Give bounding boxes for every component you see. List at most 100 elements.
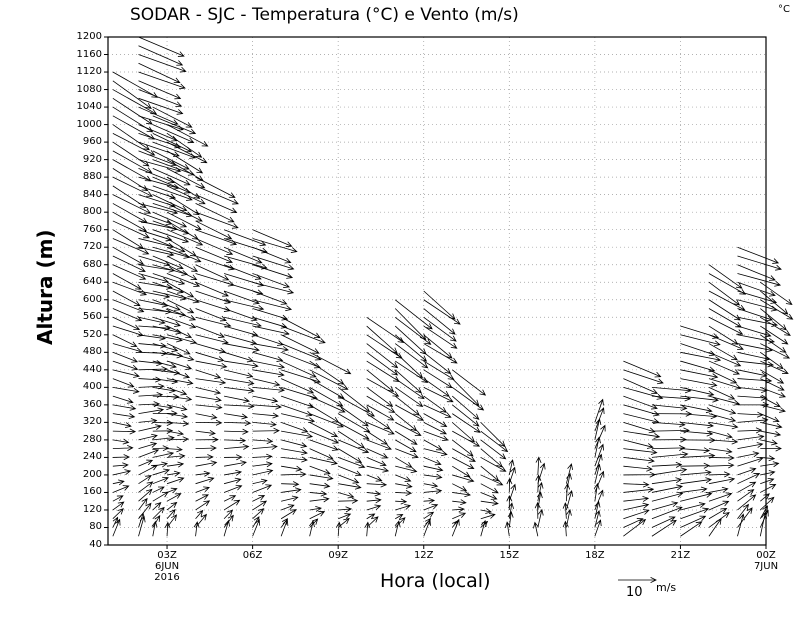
wind-vector xyxy=(651,404,688,411)
wind-vector xyxy=(708,281,741,306)
wind-vector xyxy=(166,395,193,402)
wind-vector xyxy=(252,438,274,444)
wind-vector xyxy=(152,360,177,369)
wind-vector xyxy=(536,491,543,511)
wind-vector xyxy=(224,343,260,353)
y-tick-label: 680 xyxy=(82,258,102,270)
wind-vector xyxy=(760,430,782,437)
wind-vector xyxy=(623,471,657,478)
wind-vector xyxy=(195,476,215,485)
wind-vector xyxy=(651,467,688,476)
wind-vector xyxy=(195,351,225,362)
wind-vector xyxy=(195,494,209,502)
wind-vector xyxy=(423,422,447,435)
y-tick-label: 1160 xyxy=(76,48,102,60)
wind-vector xyxy=(138,433,158,441)
wind-vector xyxy=(138,475,152,485)
wind-vector xyxy=(195,308,227,322)
wind-vector xyxy=(152,325,183,335)
wind-vector xyxy=(195,404,223,411)
wind-vector xyxy=(152,308,187,318)
wind-vector xyxy=(760,334,787,353)
wind-vector xyxy=(195,369,222,379)
wind-vector xyxy=(152,515,161,528)
wind-vector xyxy=(224,420,252,427)
wind-vector xyxy=(623,421,656,434)
wind-vector xyxy=(223,299,265,311)
wind-vector xyxy=(337,422,370,440)
wind-vector xyxy=(252,308,289,321)
wind-vector xyxy=(166,461,185,468)
wind-vector xyxy=(112,386,140,394)
wind-vector xyxy=(737,281,776,297)
wind-vector xyxy=(651,461,683,468)
wind-vector xyxy=(395,490,413,496)
wind-vector xyxy=(138,418,158,425)
wind-vector xyxy=(166,508,176,519)
wind-vector xyxy=(760,470,776,476)
wind-vector xyxy=(737,273,782,287)
wind-vector xyxy=(112,238,150,255)
wind-vector xyxy=(452,491,471,498)
wind-vector xyxy=(223,246,263,264)
wind-vector xyxy=(195,185,239,205)
wind-vector xyxy=(112,518,121,537)
wind-vector xyxy=(708,413,737,423)
wind-vector xyxy=(423,503,439,511)
wind-vector xyxy=(480,430,509,453)
wind-vector xyxy=(152,159,195,176)
wind-vector xyxy=(152,264,189,276)
wind-vector xyxy=(708,334,744,350)
wind-vector xyxy=(480,483,499,494)
wind-vector xyxy=(623,481,650,488)
wind-vector xyxy=(112,132,156,156)
wind-vector xyxy=(423,497,436,504)
wind-vector xyxy=(252,264,294,279)
wind-vector xyxy=(366,404,395,421)
wind-vector xyxy=(166,176,201,199)
wind-vector xyxy=(423,473,443,480)
wind-vector xyxy=(195,500,211,511)
wind-vector xyxy=(112,325,144,337)
wind-vector xyxy=(394,334,428,362)
wind-vector xyxy=(423,299,461,325)
y-tick-label: 1120 xyxy=(76,66,102,78)
wind-vector xyxy=(394,360,429,383)
wind-vector xyxy=(152,491,169,502)
wind-vector xyxy=(112,516,119,528)
wind-vector xyxy=(708,351,742,367)
wind-vector xyxy=(680,477,712,485)
wind-vector xyxy=(252,273,290,288)
wind-vector xyxy=(167,436,190,443)
wind-vector xyxy=(195,360,228,369)
wind-vector xyxy=(195,436,219,443)
wind-vector xyxy=(166,246,202,263)
wind-vector xyxy=(680,395,719,403)
wind-vector xyxy=(708,264,743,289)
wind-vector xyxy=(623,378,659,395)
wind-vector xyxy=(280,334,320,354)
wind-vector xyxy=(166,360,193,370)
wind-vector xyxy=(395,498,408,505)
y-tick-label: 280 xyxy=(82,433,102,445)
wind-vector xyxy=(138,246,175,257)
wind-vector xyxy=(252,378,281,387)
wind-vector xyxy=(423,439,443,451)
wind-vector xyxy=(195,220,233,240)
wind-vector xyxy=(338,513,352,520)
y-tick-label: 880 xyxy=(82,171,102,183)
wind-vector xyxy=(680,404,713,414)
y-tick-label: 320 xyxy=(82,416,102,428)
wind-vector xyxy=(760,496,775,511)
wind-vector xyxy=(112,404,137,411)
x-tick-date: 7JUN xyxy=(753,561,779,572)
chart-title: SODAR - SJC - Temperatura (°C) e Vento (… xyxy=(130,5,519,25)
wind-vector xyxy=(112,316,141,330)
wind-vector xyxy=(395,514,404,520)
wind-vector xyxy=(395,457,413,468)
wind-vector xyxy=(737,442,764,450)
wind-vector xyxy=(195,378,227,386)
plot-frame xyxy=(107,36,767,546)
wind-vector xyxy=(252,500,268,511)
wind-vector xyxy=(309,506,322,512)
